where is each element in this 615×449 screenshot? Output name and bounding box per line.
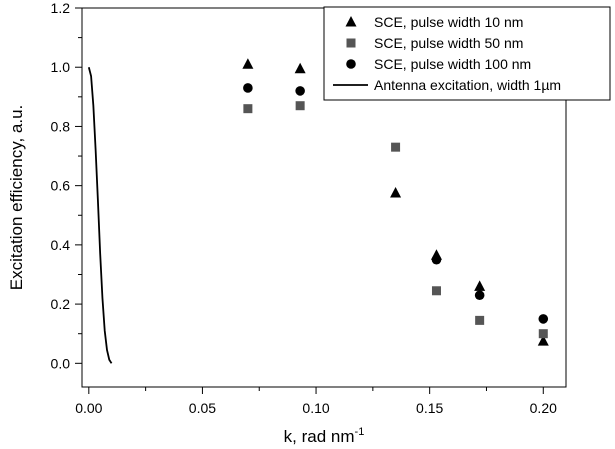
x-tick-label: 0.10 bbox=[302, 400, 329, 416]
data-point-square bbox=[538, 329, 548, 339]
data-point-circle bbox=[295, 86, 305, 96]
legend-marker-square bbox=[346, 38, 356, 48]
data-point-square bbox=[295, 101, 305, 111]
legend-entry-label: Antenna excitation, width 1µm bbox=[374, 77, 561, 93]
x-tick-label: 0.00 bbox=[75, 400, 102, 416]
y-tick-label: 0.4 bbox=[51, 237, 71, 253]
y-axis-label: Excitation efficiency, a.u. bbox=[7, 105, 26, 291]
data-point-circle bbox=[474, 290, 485, 301]
legend-entry-label: SCE, pulse width 100 nm bbox=[374, 56, 531, 72]
legend-marker-triangle bbox=[345, 16, 357, 27]
data-point-square bbox=[391, 142, 401, 152]
data-point-square bbox=[431, 286, 441, 296]
y-tick-label: 0.8 bbox=[51, 118, 71, 134]
data-point-triangle bbox=[474, 280, 486, 291]
y-tick-label: 1.2 bbox=[51, 0, 71, 16]
x-tick-label: 0.05 bbox=[189, 400, 216, 416]
y-tick-label: 0.2 bbox=[51, 296, 71, 312]
data-point-circle bbox=[538, 314, 549, 324]
x-axis-label-superscript: -1 bbox=[355, 426, 365, 438]
legend-entry-label: SCE, pulse width 50 nm bbox=[374, 35, 523, 51]
x-axis-label-main: k, rad nm bbox=[284, 427, 355, 446]
x-axis-label: k, rad nm-1 bbox=[284, 426, 365, 446]
y-tick-label: 0.0 bbox=[51, 355, 71, 371]
data-point-circle bbox=[243, 83, 253, 93]
series-line-antenna bbox=[87, 66, 113, 364]
data-point-triangle bbox=[537, 335, 549, 346]
data-point-triangle bbox=[390, 187, 402, 198]
data-point-triangle bbox=[242, 58, 254, 69]
legend-entry-label: SCE, pulse width 10 nm bbox=[374, 14, 523, 30]
data-point-square bbox=[243, 104, 253, 114]
y-tick-label: 0.6 bbox=[51, 178, 71, 194]
data-point-circle bbox=[431, 254, 442, 265]
legend: SCE, pulse width 10 nm SCE, pulse width 5… bbox=[323, 6, 611, 101]
legend-box bbox=[323, 6, 611, 101]
y-tick-label: 1.0 bbox=[51, 59, 71, 75]
x-tick-label: 0.20 bbox=[530, 400, 557, 416]
data-point-square bbox=[475, 315, 485, 325]
data-point-triangle bbox=[294, 62, 306, 74]
legend-marker-circle bbox=[346, 59, 356, 69]
x-tick-label: 0.15 bbox=[416, 400, 443, 416]
